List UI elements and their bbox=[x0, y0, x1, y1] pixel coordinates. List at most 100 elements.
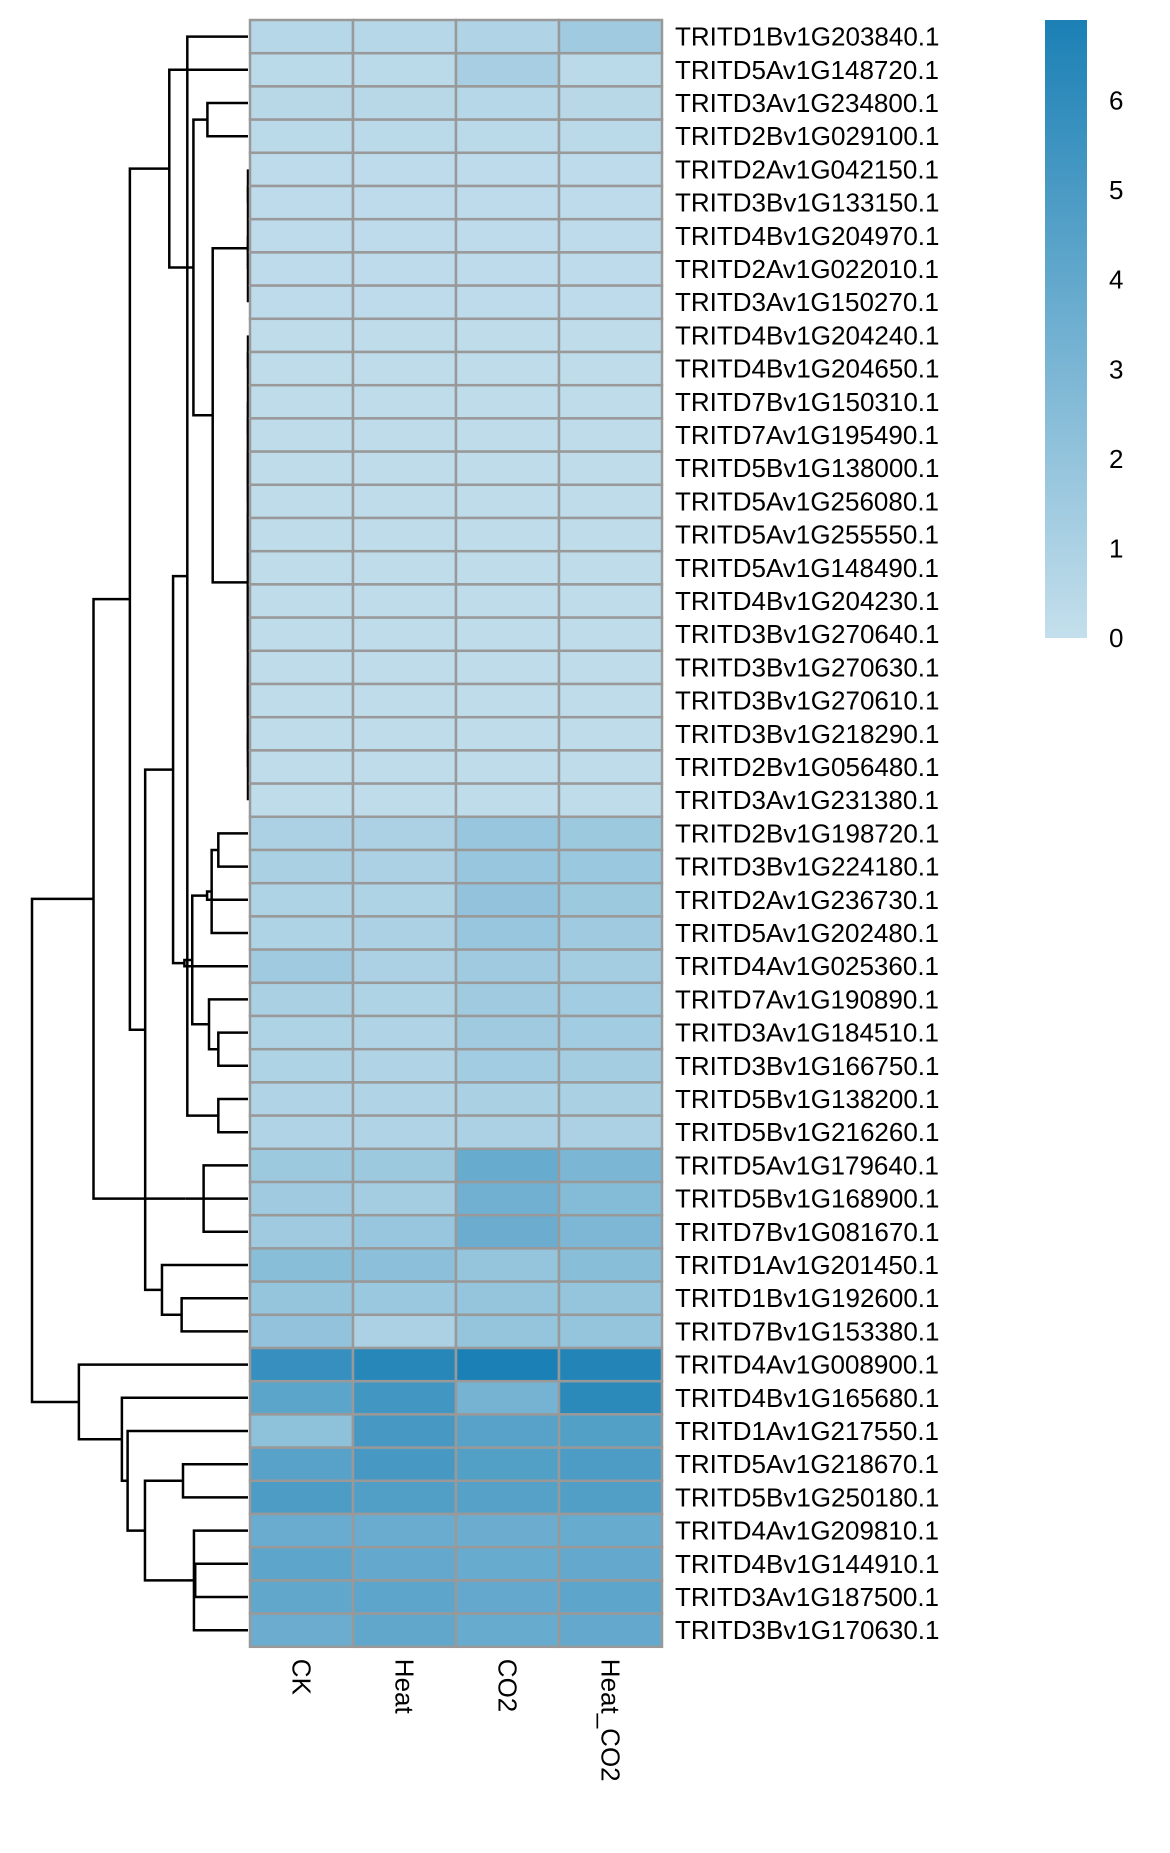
heatmap-cell bbox=[351, 251, 458, 287]
heatmap-cell bbox=[248, 1147, 355, 1184]
heatmap-cell bbox=[557, 749, 664, 785]
row-label: TRITD3Bv1G270610.1 bbox=[675, 686, 939, 716]
legend-tick-label: 2 bbox=[1109, 444, 1123, 474]
heatmap-cell bbox=[351, 1147, 458, 1184]
heatmap-cell bbox=[557, 682, 664, 719]
heatmap-cell bbox=[351, 1379, 458, 1416]
heatmap-cell bbox=[248, 616, 355, 653]
dendrogram-branch bbox=[207, 998, 248, 1051]
heatmap-cell bbox=[248, 217, 355, 254]
row-label: TRITD4Bv1G204970.1 bbox=[675, 221, 939, 251]
heatmap-cell bbox=[248, 715, 355, 752]
heatmap-cell bbox=[248, 1446, 355, 1483]
heatmap-cell bbox=[351, 1014, 458, 1051]
heatmap-cell bbox=[351, 749, 458, 785]
heatmap-cell bbox=[248, 1047, 355, 1084]
legend-tick-label: 4 bbox=[1109, 265, 1123, 295]
heatmap-cell bbox=[557, 981, 664, 1018]
row-label: TRITD2Bv1G029100.1 bbox=[675, 121, 939, 151]
heatmap-cell bbox=[351, 981, 458, 1018]
heatmap-cell bbox=[454, 483, 561, 520]
heatmap-cell bbox=[351, 217, 458, 254]
heatmap-cell bbox=[557, 881, 664, 918]
row-label: TRITD4Bv1G144910.1 bbox=[675, 1549, 939, 1579]
heatmap-cell bbox=[557, 1313, 664, 1350]
row-label: TRITD3Bv1G270630.1 bbox=[675, 652, 939, 682]
heatmap-cell bbox=[454, 915, 561, 951]
heatmap-cell bbox=[351, 350, 458, 387]
heatmap-cell bbox=[351, 1047, 458, 1084]
heatmap-cell bbox=[351, 1280, 458, 1317]
row-label: TRITD5Av1G255550.1 bbox=[675, 520, 939, 550]
row-label: TRITD4Av1G025360.1 bbox=[675, 951, 939, 981]
column-label: CK bbox=[287, 1659, 317, 1696]
heatmap-cell bbox=[248, 483, 355, 520]
column-label: Heat bbox=[390, 1659, 420, 1715]
heatmap-cell bbox=[557, 1512, 664, 1549]
dendrogram-branch bbox=[210, 848, 248, 935]
heatmap-cell bbox=[248, 1213, 355, 1250]
dendrogram-branch bbox=[171, 574, 188, 965]
heatmap-cell bbox=[557, 516, 664, 553]
row-label: TRITD7Bv1G081670.1 bbox=[675, 1217, 939, 1247]
heatmap-cell bbox=[248, 1612, 355, 1649]
dendrogram-branch bbox=[217, 1097, 248, 1134]
heatmap-cell bbox=[557, 1346, 664, 1383]
heatmap-cell bbox=[454, 251, 561, 287]
heatmap-cell bbox=[248, 85, 355, 121]
heatmap-cell bbox=[557, 1047, 664, 1084]
row-label: TRITD5Bv1G216260.1 bbox=[675, 1117, 939, 1147]
heatmap-cell bbox=[248, 583, 355, 619]
dendrogram-branch bbox=[77, 1363, 248, 1441]
heatmap-cell bbox=[557, 1180, 664, 1217]
heatmap-cell bbox=[454, 417, 561, 453]
row-label: TRITD1Bv1G192600.1 bbox=[675, 1283, 939, 1313]
heatmap-cell bbox=[248, 749, 355, 785]
heatmap-cell bbox=[557, 1479, 664, 1516]
heatmap-cell bbox=[557, 649, 664, 686]
row-label: TRITD4Av1G209810.1 bbox=[675, 1516, 939, 1546]
heatmap-cell bbox=[248, 118, 355, 155]
heatmap-cell bbox=[351, 1446, 458, 1483]
heatmap-cell bbox=[248, 848, 355, 885]
heatmap-cell bbox=[248, 350, 355, 387]
heatmap-cell bbox=[248, 782, 355, 819]
heatmap-cell bbox=[557, 815, 664, 852]
heatmap-cell bbox=[248, 450, 355, 487]
row-label: TRITD3Bv1G224180.1 bbox=[675, 852, 939, 882]
heatmap-cell bbox=[454, 1280, 561, 1317]
heatmap-cell bbox=[557, 184, 664, 221]
heatmap-cell bbox=[557, 284, 664, 321]
heatmap-cell bbox=[351, 284, 458, 321]
heatmap-cell bbox=[454, 1014, 561, 1051]
heatmap-cell bbox=[248, 1545, 355, 1582]
heatmap-cell bbox=[557, 483, 664, 520]
heatmap-cell bbox=[454, 1379, 561, 1416]
heatmap-cell bbox=[454, 51, 561, 88]
heatmap-cell bbox=[454, 549, 561, 586]
heatmap-cell bbox=[248, 915, 355, 951]
row-label: TRITD3Av1G184510.1 bbox=[675, 1018, 939, 1048]
row-label: TRITD5Bv1G138000.1 bbox=[675, 453, 939, 483]
heatmap-cell bbox=[557, 1213, 664, 1250]
heatmap-cell bbox=[248, 18, 355, 55]
heatmap-cell bbox=[248, 251, 355, 287]
row-label: TRITD3Bv1G166750.1 bbox=[675, 1051, 939, 1081]
dendrogram-branch bbox=[193, 1562, 248, 1599]
heatmap-cell bbox=[557, 417, 664, 453]
heatmap-cell bbox=[248, 1413, 355, 1449]
heatmap-cell bbox=[557, 583, 664, 619]
heatmap-cell bbox=[351, 881, 458, 918]
legend-tick-label: 0 bbox=[1109, 623, 1123, 653]
heatmap-cell bbox=[557, 1446, 664, 1483]
heatmap-cell bbox=[454, 616, 561, 653]
heatmap-cell bbox=[351, 549, 458, 586]
heatmap-cell bbox=[454, 1047, 561, 1084]
row-label: TRITD2Av1G236730.1 bbox=[675, 885, 939, 915]
legend-tick-label: 6 bbox=[1109, 86, 1123, 116]
heatmap-cell bbox=[351, 1512, 458, 1549]
heatmap-cell bbox=[351, 1213, 458, 1250]
heatmap-cell bbox=[248, 1180, 355, 1217]
dendrogram-branch bbox=[186, 35, 248, 1117]
